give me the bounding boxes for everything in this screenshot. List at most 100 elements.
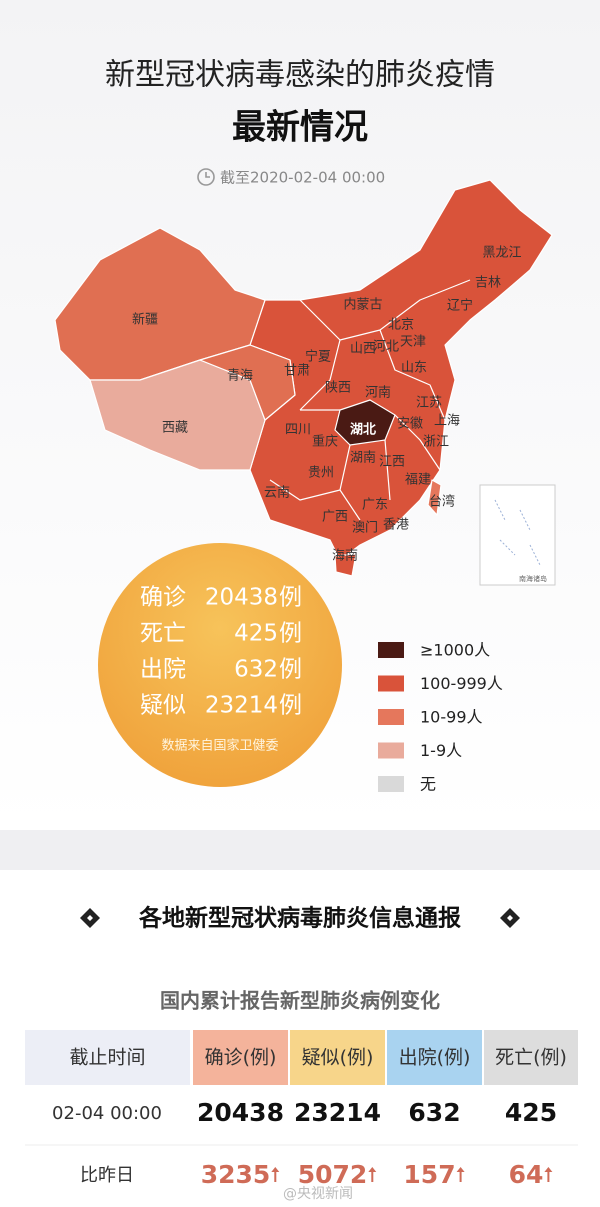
inset-label: 南海诸岛 [519,574,547,583]
province-label: 河北 [373,340,399,355]
table-title: 国内累计报告新型肺炎病例变化 [160,989,440,1013]
region-taiwan [427,479,442,516]
stat-unit: 例 [279,585,302,611]
province-label: 云南 [264,485,290,501]
province-label: 浙江 [423,435,449,450]
stat-value: 425 [234,621,278,647]
total-value: 632 [408,1098,460,1127]
region-xizang [89,359,266,471]
stat-label: 死亡 [140,621,186,647]
up-arrow [544,1167,553,1182]
up-arrow [456,1167,465,1182]
province-label: 江苏 [416,395,442,411]
stat-label: 确诊 [140,585,186,611]
province-label: 广东 [362,498,388,513]
province-label: 天津 [400,335,426,350]
change-value: 157 [403,1160,455,1189]
stats-source: 数据来自国家卫健委 [161,738,278,754]
title: 新型冠状病毒感染的肺炎疫情 [105,58,495,93]
legend-swatch [378,709,404,725]
change-value: 5072 [298,1160,368,1189]
stat-unit: 例 [279,621,302,647]
header-label: 截止时间 [69,1047,145,1069]
province-label: 甘肃 [284,364,310,379]
row-label: 02-04 00:00 [52,1103,162,1124]
province-label: 辽宁 [447,298,473,314]
province-label: 香港 [383,518,409,533]
legend-swatch [378,642,404,658]
province-label: 四川 [285,423,311,438]
stat-value: 23214 [205,693,278,719]
province-label: 广西 [322,510,348,525]
header-cell [193,1030,288,1085]
stat-value: 632 [234,657,278,683]
province-label: 湖南 [350,450,376,466]
south-sea-inset [479,484,556,586]
region-hainan [334,553,357,577]
province-label: 河南 [365,385,391,401]
subtitle: 最新情况 [232,108,368,148]
row-label: 比昨日 [80,1165,134,1186]
clock-icon [197,168,215,186]
diamond-right [500,908,520,928]
legend-label: 10-99人 [420,708,483,727]
stat-value: 20438 [205,585,278,611]
province-label: 山东 [401,361,427,376]
province-label: 山西 [350,342,376,357]
region-qinghai [199,344,296,421]
province-label: 黑龙江 [482,246,521,261]
stat-label: 疑似 [140,693,186,719]
up-arrow [368,1167,377,1182]
header-cell [387,1030,482,1085]
watermark: @央视新闻 [283,1186,353,1202]
stats-circle [98,543,342,787]
change-value: 3235 [201,1160,271,1189]
legend-label: 100-999人 [420,674,503,693]
legend-swatch [378,776,404,792]
province-label: 澳门 [352,520,378,536]
province-label: 海南 [332,548,358,564]
header-cell [25,1030,190,1085]
province-borders [269,279,471,521]
section-title: 各地新型冠状病毒肺炎信息通报 [138,905,461,932]
province-label: 福建 [405,473,431,488]
province-label: 西藏 [162,421,188,436]
header-cell [484,1030,578,1085]
province-label: 贵州 [308,466,334,481]
diamond-left [80,908,100,928]
total-value: 425 [505,1098,557,1127]
province-label: 湖北 [350,423,376,438]
stat-unit: 例 [279,657,302,683]
province-label: 台湾 [429,494,455,510]
header-label: 确诊(例) [205,1047,277,1069]
legend-label: ≥1000人 [420,641,490,660]
province-label: 内蒙古 [343,297,382,313]
province-label: 北京 [388,318,414,333]
header-label: 死亡(例) [495,1047,567,1069]
stat-unit: 例 [279,693,302,719]
province-label: 青海 [227,369,253,384]
province-label: 安徽 [397,417,423,432]
total-value: 23214 [294,1098,381,1127]
change-value: 64 [509,1160,544,1189]
region-xinjiang [54,227,266,381]
legend-swatch [378,675,404,692]
map [54,179,553,577]
province-label: 陕西 [325,381,351,396]
legend-label: 无 [420,775,436,794]
up-arrow [271,1167,280,1182]
province-label: 宁夏 [305,349,331,365]
province-label: 吉林 [475,276,501,291]
inset-frame [479,484,556,586]
header-cell [290,1030,385,1085]
province-label: 江西 [379,455,405,470]
header-label: 出院(例) [399,1047,471,1069]
province-label: 上海 [434,414,460,429]
legend-swatch [378,742,404,759]
total-value: 20438 [197,1098,284,1127]
header-label: 疑似(例) [302,1047,374,1069]
timestamp: 截至2020-02-04 00:00 [220,169,385,187]
stat-label: 出院 [140,657,186,683]
divider-band [0,830,600,870]
